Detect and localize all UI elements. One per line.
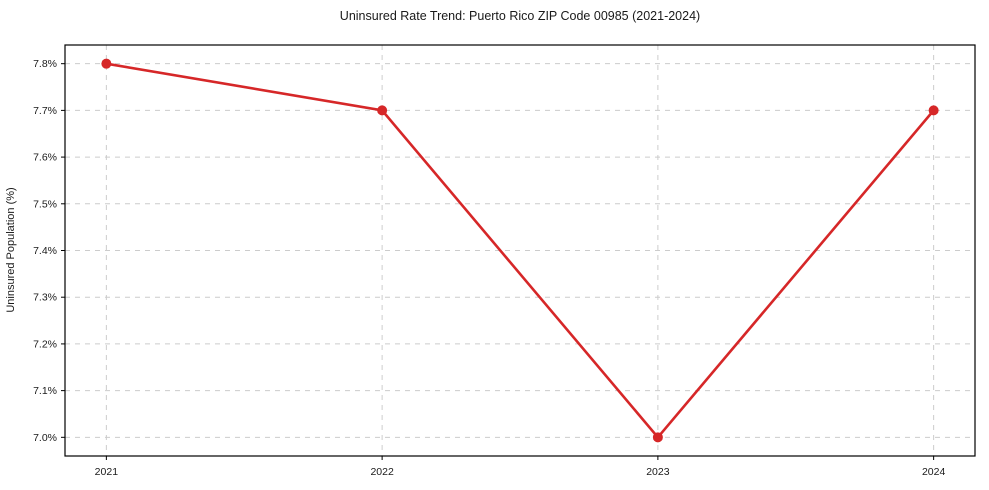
data-point: [101, 58, 112, 69]
y-tick-label: 7.6%: [33, 152, 57, 164]
y-tick-label: 7.1%: [33, 385, 57, 397]
data-point: [928, 105, 939, 116]
y-tick-label: 7.7%: [33, 105, 57, 117]
x-tick-label: 2022: [370, 466, 394, 478]
x-tick-label: 2021: [95, 466, 119, 478]
y-tick-label: 7.2%: [33, 338, 57, 350]
y-tick-label: 7.0%: [33, 432, 57, 444]
data-line: [105, 62, 935, 439]
y-tick-label: 7.4%: [33, 245, 57, 257]
data-point: [377, 105, 388, 116]
chart-title: Uninsured Rate Trend: Puerto Rico ZIP Co…: [340, 9, 700, 23]
y-tick-label: 7.8%: [33, 58, 57, 70]
y-axis-label: Uninsured Population (%): [5, 187, 17, 312]
plot-border: [64, 44, 976, 457]
y-tick-label: 7.3%: [33, 292, 57, 304]
x-tick-label: 2024: [922, 466, 946, 478]
x-tick-label: 2023: [646, 466, 670, 478]
plot-area: 7.0% 7.1% 7.2% 7.3% 7.4% 7.5% 7.6% 7.7% 7.8% 2021…: [33, 44, 976, 478]
y-tick-label: 7.5%: [33, 198, 57, 210]
data-point: [652, 432, 663, 443]
